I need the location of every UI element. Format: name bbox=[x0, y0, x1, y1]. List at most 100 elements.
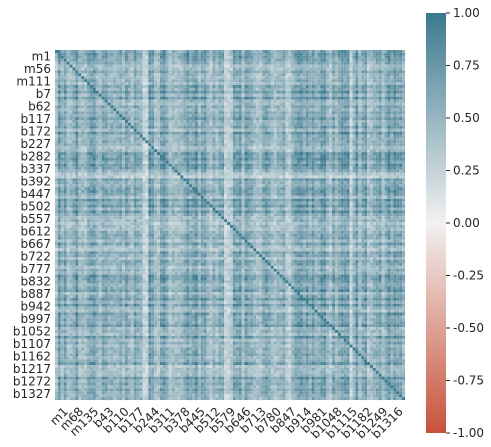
heatmap-cell bbox=[270, 67, 274, 71]
heatmap-cell bbox=[63, 131, 67, 135]
heatmap-cell bbox=[253, 131, 257, 135]
heatmap-cell bbox=[302, 105, 306, 109]
heatmap-cell bbox=[402, 155, 406, 158]
heatmap-cell bbox=[154, 99, 158, 103]
heatmap-cell bbox=[390, 149, 394, 153]
heatmap-cell bbox=[136, 87, 140, 91]
heatmap-cell bbox=[224, 93, 228, 97]
heatmap-cell bbox=[343, 160, 347, 164]
heatmap-cell bbox=[195, 105, 198, 109]
heatmap-cell bbox=[206, 166, 210, 170]
heatmap-cell bbox=[317, 85, 321, 88]
heatmap-cell bbox=[174, 50, 178, 53]
heatmap-cell bbox=[253, 122, 257, 126]
heatmap-cell bbox=[145, 79, 149, 83]
heatmap-cell bbox=[370, 70, 373, 74]
heatmap-cell bbox=[326, 163, 330, 167]
heatmap-cell bbox=[206, 90, 210, 94]
heatmap-cell bbox=[384, 82, 388, 86]
heatmap-cell bbox=[72, 76, 76, 80]
heatmap-cell bbox=[375, 157, 379, 161]
heatmap-cell bbox=[218, 108, 222, 112]
heatmap-cell bbox=[92, 58, 96, 62]
heatmap-cell bbox=[311, 143, 315, 147]
heatmap-cell bbox=[171, 152, 175, 156]
heatmap-cell bbox=[256, 163, 260, 167]
heatmap-cell bbox=[326, 160, 330, 164]
heatmap-cell bbox=[288, 93, 292, 97]
heatmap-cell bbox=[259, 140, 263, 144]
heatmap-cell bbox=[154, 105, 158, 109]
heatmap-cell bbox=[113, 131, 117, 135]
heatmap-cell bbox=[55, 134, 58, 138]
heatmap-cell bbox=[332, 76, 336, 80]
heatmap-cell bbox=[197, 149, 201, 153]
heatmap-cell bbox=[297, 155, 301, 158]
heatmap-cell bbox=[314, 122, 318, 126]
heatmap-cell bbox=[355, 134, 359, 138]
heatmap-cell bbox=[84, 67, 88, 71]
heatmap-cell bbox=[127, 102, 131, 106]
heatmap-cell bbox=[378, 61, 382, 65]
heatmap-cell bbox=[154, 90, 158, 94]
heatmap-cell bbox=[145, 90, 149, 94]
heatmap-cell bbox=[110, 67, 114, 71]
heatmap-cell bbox=[238, 137, 242, 141]
heatmap-cell bbox=[125, 146, 128, 150]
heatmap-cell bbox=[297, 70, 301, 74]
heatmap-cell bbox=[104, 99, 108, 103]
heatmap-cell bbox=[78, 64, 82, 68]
heatmap-cell bbox=[84, 128, 88, 132]
heatmap-cell bbox=[157, 76, 161, 80]
heatmap-cell bbox=[291, 120, 295, 123]
heatmap-cell bbox=[396, 58, 400, 62]
heatmap-cell bbox=[308, 82, 312, 86]
heatmap-cell bbox=[130, 50, 134, 53]
heatmap-cell bbox=[300, 70, 303, 74]
heatmap-cell bbox=[358, 79, 362, 83]
heatmap-cell bbox=[235, 122, 239, 126]
heatmap-cell bbox=[154, 163, 158, 167]
heatmap-cell bbox=[192, 143, 196, 147]
heatmap-cell bbox=[346, 140, 350, 144]
heatmap-cell bbox=[113, 79, 117, 83]
heatmap-cell bbox=[340, 125, 344, 129]
heatmap-cell bbox=[66, 70, 70, 74]
heatmap-cell bbox=[145, 76, 149, 80]
heatmap-cell bbox=[372, 79, 376, 83]
heatmap-cell bbox=[241, 155, 245, 158]
heatmap-cell bbox=[203, 143, 207, 147]
heatmap-cell bbox=[361, 102, 365, 106]
heatmap-cell bbox=[396, 87, 400, 91]
heatmap-cell bbox=[92, 163, 96, 167]
heatmap-cell bbox=[101, 137, 105, 141]
heatmap-cell bbox=[349, 108, 353, 112]
heatmap-cell bbox=[300, 146, 303, 150]
heatmap-cell bbox=[192, 149, 196, 153]
heatmap-cell bbox=[279, 102, 283, 106]
heatmap-cell bbox=[81, 143, 85, 147]
heatmap-cell bbox=[337, 114, 341, 118]
heatmap-cell bbox=[294, 87, 298, 91]
heatmap-cell bbox=[107, 134, 111, 138]
heatmap-cell bbox=[227, 166, 231, 170]
heatmap-cell bbox=[337, 134, 341, 138]
heatmap-cell bbox=[148, 131, 152, 135]
heatmap-cell bbox=[63, 50, 67, 53]
heatmap-cell bbox=[177, 73, 181, 77]
heatmap-cell bbox=[197, 73, 201, 77]
heatmap-cell bbox=[288, 85, 292, 88]
heatmap-cell bbox=[355, 76, 359, 80]
heatmap-cell bbox=[402, 76, 406, 80]
heatmap-cell bbox=[168, 111, 172, 115]
heatmap-cell bbox=[139, 120, 143, 123]
heatmap-cell bbox=[107, 163, 111, 167]
heatmap-cell bbox=[75, 140, 79, 144]
heatmap-cell bbox=[113, 120, 117, 123]
heatmap-cell bbox=[323, 76, 327, 80]
heatmap-cell bbox=[247, 93, 251, 97]
heatmap-cell bbox=[346, 55, 350, 59]
heatmap-cell bbox=[230, 50, 233, 53]
heatmap-cell bbox=[55, 102, 58, 106]
heatmap-cell bbox=[402, 117, 406, 121]
